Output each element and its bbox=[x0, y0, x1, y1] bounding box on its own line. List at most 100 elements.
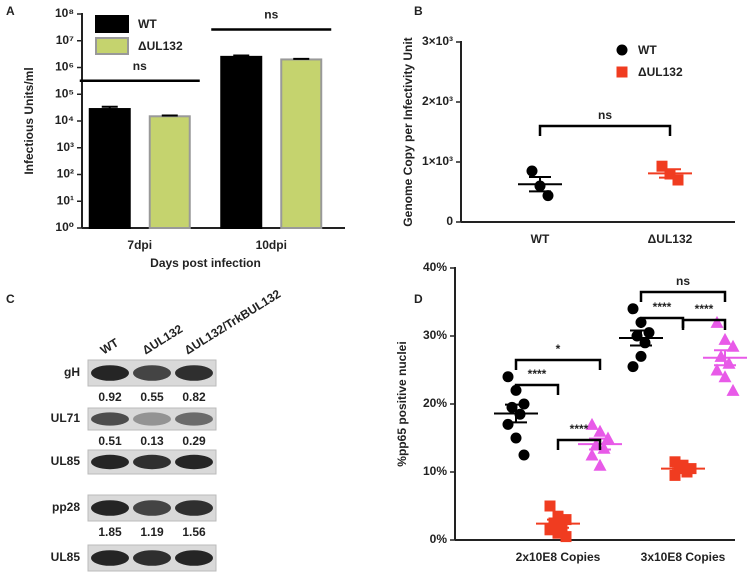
legend-label: WT bbox=[638, 43, 657, 57]
data-point bbox=[672, 174, 684, 186]
lane-label: WT bbox=[98, 335, 122, 357]
blot-band bbox=[91, 365, 129, 381]
y-axis-label: %pp65 positive nuclei bbox=[395, 341, 409, 466]
legend-label: WT bbox=[138, 17, 157, 31]
quantification: 0.82 bbox=[182, 390, 206, 404]
annotation: **** bbox=[570, 422, 589, 436]
bar bbox=[220, 55, 263, 230]
annotation: * bbox=[556, 342, 561, 356]
y-tick-label: 0% bbox=[430, 532, 448, 546]
legend-marker bbox=[616, 66, 628, 78]
significance-bracket bbox=[538, 124, 672, 136]
data-point bbox=[544, 500, 556, 512]
data-point bbox=[542, 190, 554, 202]
data-point bbox=[552, 527, 564, 539]
quantification: 0.29 bbox=[182, 434, 206, 448]
legend-swatch bbox=[95, 15, 129, 33]
bar bbox=[148, 115, 191, 229]
row-label: UL71 bbox=[51, 411, 81, 425]
data-point bbox=[718, 370, 732, 383]
bar bbox=[88, 108, 131, 229]
blot-band bbox=[133, 412, 171, 426]
y-tick-label: 10% bbox=[423, 464, 447, 478]
quantification: 1.19 bbox=[140, 525, 164, 539]
quantification: 0.51 bbox=[98, 434, 122, 448]
row-label: gH bbox=[64, 365, 80, 379]
quantification: 0.92 bbox=[98, 390, 122, 404]
quantification: 0.13 bbox=[140, 434, 164, 448]
data-point bbox=[510, 432, 522, 444]
data-point bbox=[556, 520, 568, 532]
row-label: pp28 bbox=[52, 500, 80, 514]
significance-bracket bbox=[639, 316, 685, 328]
blot-band bbox=[175, 550, 213, 566]
significance-bracket bbox=[514, 358, 602, 370]
blot-band bbox=[91, 412, 129, 426]
lane-label: ΔUL132 bbox=[140, 322, 186, 358]
data-point bbox=[593, 458, 607, 471]
blot-band bbox=[91, 500, 129, 516]
data-point bbox=[502, 371, 514, 383]
data-point bbox=[552, 510, 564, 522]
quantification: 1.85 bbox=[98, 525, 122, 539]
y-tick-label: 2×10³ bbox=[422, 94, 453, 108]
x-tick-label: 10dpi bbox=[256, 238, 287, 252]
y-tick-label: 10⁵ bbox=[55, 86, 74, 100]
y-tick-label: 10⁷ bbox=[56, 33, 74, 47]
data-point bbox=[601, 431, 615, 444]
data-point bbox=[560, 531, 572, 543]
data-point bbox=[726, 383, 740, 396]
significance-bracket bbox=[556, 438, 602, 450]
x-axis-label: Days post infection bbox=[150, 256, 261, 270]
blot-band bbox=[133, 454, 171, 470]
blot-band bbox=[133, 550, 171, 566]
data-point bbox=[643, 327, 655, 339]
annotation: ns bbox=[133, 59, 147, 73]
y-tick-label: 10⁴ bbox=[55, 113, 74, 127]
data-point bbox=[518, 449, 530, 461]
y-axis-label: Infectious Units/ml bbox=[22, 67, 36, 174]
data-point bbox=[526, 165, 538, 177]
blot-band bbox=[175, 454, 213, 470]
row-label: UL85 bbox=[51, 454, 81, 468]
quantification: 0.55 bbox=[140, 390, 164, 404]
annotation: **** bbox=[695, 302, 714, 316]
panel-letter: D bbox=[414, 292, 423, 306]
y-tick-label: 10⁶ bbox=[55, 60, 74, 74]
blot-band bbox=[175, 412, 213, 426]
significance-bracket bbox=[681, 318, 727, 330]
y-tick-label: 10⁸ bbox=[55, 6, 74, 20]
significance-bracket bbox=[514, 383, 560, 395]
data-point bbox=[597, 441, 611, 454]
data-point bbox=[544, 524, 556, 536]
legend-label: ΔUL132 bbox=[638, 65, 683, 79]
blot-band bbox=[175, 500, 213, 516]
annotation: ns bbox=[598, 108, 612, 122]
panel-letter: A bbox=[6, 4, 15, 18]
x-tick-label: 3x10E8 Copies bbox=[641, 550, 726, 564]
blot-band bbox=[91, 454, 129, 470]
y-tick-label: 0 bbox=[446, 214, 453, 228]
data-point bbox=[585, 417, 599, 430]
annotation: **** bbox=[528, 367, 547, 381]
legend-label: ΔUL132 bbox=[138, 39, 183, 53]
blot-band bbox=[91, 550, 129, 566]
panel-letter: C bbox=[6, 292, 15, 306]
annotation: ns bbox=[676, 274, 690, 288]
annotation: ns bbox=[264, 8, 278, 22]
quantification: 1.56 bbox=[182, 525, 206, 539]
significance-bracket bbox=[639, 290, 727, 302]
data-point bbox=[669, 469, 681, 481]
x-tick-label: WT bbox=[531, 232, 550, 246]
blot-band bbox=[175, 365, 213, 381]
data-point bbox=[585, 448, 599, 461]
y-tick-label: 10⁰ bbox=[55, 220, 74, 234]
bar bbox=[280, 58, 323, 229]
annotation: **** bbox=[653, 300, 672, 314]
y-tick-label: 10³ bbox=[57, 140, 74, 154]
x-tick-label: 2x10E8 Copies bbox=[516, 550, 601, 564]
data-point bbox=[710, 315, 724, 328]
panel-letter: B bbox=[414, 4, 423, 18]
y-tick-label: 10² bbox=[57, 167, 74, 181]
